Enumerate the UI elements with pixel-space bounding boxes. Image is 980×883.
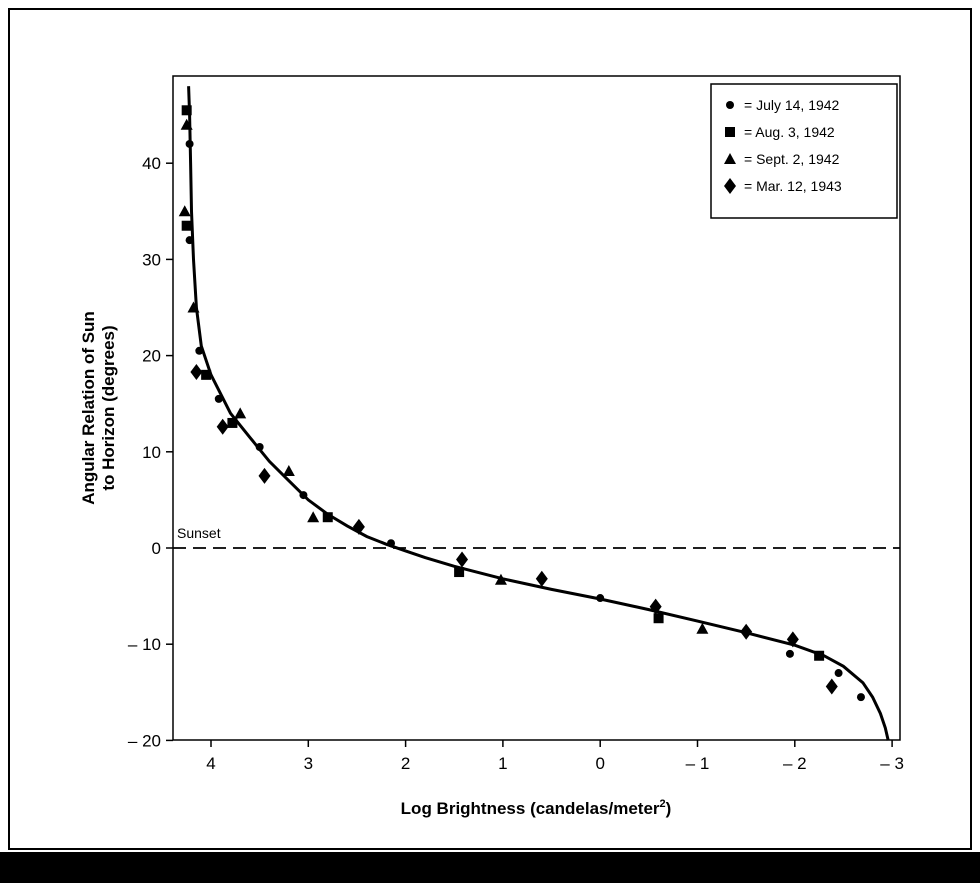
triangle-point bbox=[178, 205, 191, 217]
y-tick-label: – 20 bbox=[128, 731, 161, 750]
diamond-point bbox=[535, 570, 548, 587]
y-tick-label: 20 bbox=[142, 347, 161, 366]
diamond-point bbox=[258, 467, 271, 484]
series-triangle bbox=[178, 118, 709, 634]
circle-point bbox=[856, 693, 865, 702]
circle-point bbox=[299, 491, 308, 500]
y-tick-label: 40 bbox=[142, 154, 161, 173]
circle-point bbox=[255, 442, 264, 451]
diamond-point bbox=[786, 631, 799, 648]
triangle-point bbox=[282, 465, 295, 477]
legend: = July 14, 1942 = Aug. 3, 1942 = Sept. 2, … bbox=[710, 83, 898, 219]
diamond-point bbox=[190, 363, 203, 380]
x-tick-label: 1 bbox=[498, 754, 507, 773]
y-axis: 40 30 20 10 0 – 10 – 20 bbox=[128, 154, 173, 750]
square-point bbox=[227, 417, 238, 428]
legend-marker-diamond bbox=[724, 178, 736, 194]
legend-label: = Sept. 2, 1942 bbox=[744, 151, 840, 167]
circle-point bbox=[185, 236, 194, 245]
fit-curve bbox=[187, 86, 890, 741]
triangle-point bbox=[307, 511, 320, 523]
square-point bbox=[454, 567, 465, 578]
y-axis-title: Angular Relation of Sun to Horizon (degr… bbox=[79, 311, 118, 505]
bottom-bar bbox=[0, 852, 980, 883]
x-tick-label: – 2 bbox=[783, 754, 807, 773]
circle-point bbox=[834, 669, 843, 678]
x-tick-label: – 3 bbox=[880, 754, 904, 773]
series-diamond bbox=[190, 363, 838, 695]
series-square bbox=[181, 105, 825, 661]
legend-label: = Mar. 12, 1943 bbox=[744, 178, 842, 194]
square-point bbox=[814, 650, 825, 661]
x-axis-title-text: Log Brightness (candelas/meter bbox=[401, 799, 660, 818]
diamond-point bbox=[216, 418, 229, 435]
square-point bbox=[201, 369, 212, 380]
y-tick-label: 10 bbox=[142, 443, 161, 462]
circle-point bbox=[195, 346, 204, 355]
circle-point bbox=[387, 539, 396, 548]
sunset-label: Sunset bbox=[177, 525, 221, 541]
sunset-reference: Sunset bbox=[173, 525, 900, 549]
triangle-point bbox=[187, 301, 200, 313]
diamond-point bbox=[352, 518, 365, 535]
triangle-point bbox=[494, 573, 507, 585]
square-point bbox=[181, 105, 192, 116]
series-circle bbox=[185, 139, 865, 702]
y-axis-title-line2: to Horizon (degrees) bbox=[99, 325, 118, 490]
diamond-point bbox=[456, 551, 469, 568]
triangle-point bbox=[180, 118, 193, 130]
x-axis-title: Log Brightness (candelas/meter2) bbox=[401, 798, 672, 818]
x-tick-label: 4 bbox=[206, 754, 215, 773]
circle-point bbox=[185, 139, 194, 148]
triangle-point bbox=[234, 407, 247, 419]
circle-point bbox=[785, 649, 794, 658]
legend-label: = Aug. 3, 1942 bbox=[744, 124, 835, 140]
x-tick-label: 0 bbox=[595, 754, 604, 773]
triangle-point bbox=[696, 622, 709, 634]
legend-label: = July 14, 1942 bbox=[744, 97, 840, 113]
x-axis-title-superscript: 2 bbox=[660, 798, 666, 810]
y-tick-label: – 10 bbox=[128, 635, 161, 654]
diamond-point bbox=[740, 623, 753, 640]
square-point bbox=[322, 512, 333, 523]
plot-area bbox=[172, 75, 901, 741]
y-axis-title-line1: Angular Relation of Sun bbox=[79, 311, 98, 505]
data-points bbox=[178, 105, 865, 702]
y-tick-label: 30 bbox=[142, 250, 161, 269]
legend-marker-square bbox=[725, 127, 735, 137]
plot-border bbox=[172, 75, 901, 741]
x-tick-label: 3 bbox=[304, 754, 313, 773]
x-tick-label: – 1 bbox=[686, 754, 710, 773]
x-axis: 4 3 2 1 0 – 1 – 2 – 3 bbox=[206, 740, 904, 773]
circle-point bbox=[214, 394, 223, 403]
x-tick-label: 2 bbox=[401, 754, 410, 773]
legend-marker-circle bbox=[726, 101, 734, 109]
diamond-point bbox=[825, 678, 838, 695]
legend-box bbox=[710, 83, 898, 219]
diamond-point bbox=[649, 598, 662, 615]
square-point bbox=[181, 220, 192, 231]
square-point bbox=[653, 613, 664, 624]
legend-marker-triangle bbox=[724, 153, 736, 164]
circle-point bbox=[596, 594, 605, 603]
x-axis-title-close: ) bbox=[666, 799, 672, 818]
y-tick-label: 0 bbox=[152, 539, 161, 558]
